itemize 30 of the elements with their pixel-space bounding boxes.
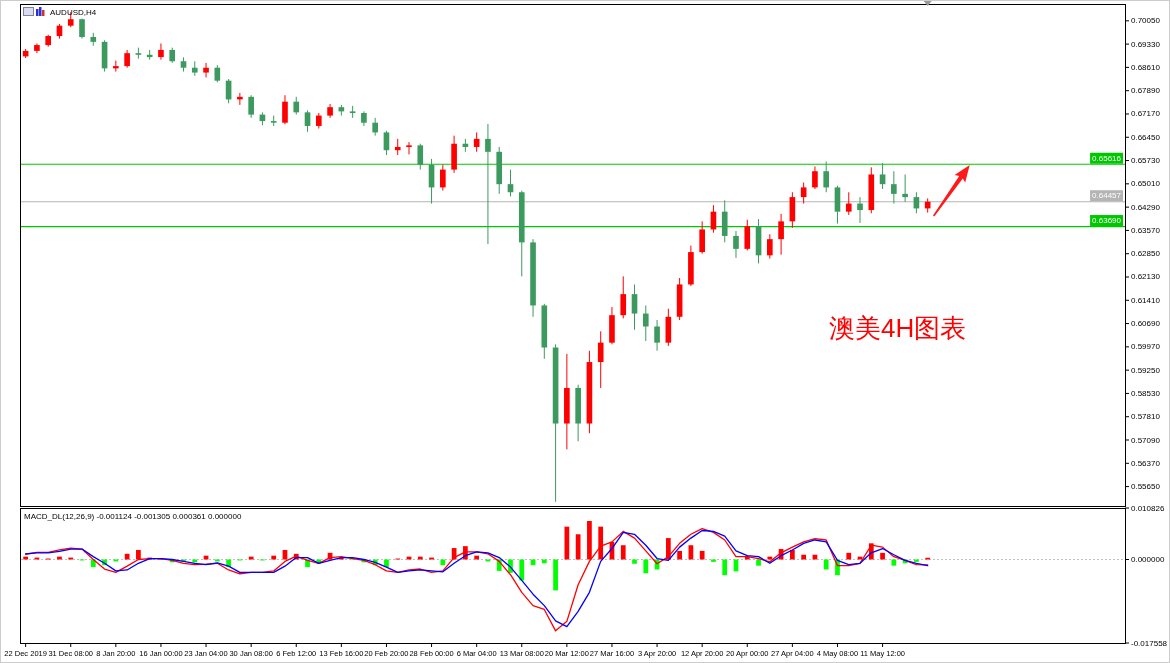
y-tick-label: 0.62130 [1131,272,1161,282]
y-tick-label: 0.66450 [1131,132,1161,142]
y-tick-label: 0.57810 [1131,412,1161,422]
annotation: 澳美4H图表 [829,312,967,343]
y-tick-label: 0.70050 [1131,16,1161,26]
y-tick-label: 0.69330 [1131,39,1161,49]
y-tick-label: 0.55650 [1131,482,1161,492]
y-tick-label: 0.68610 [1131,62,1161,72]
y-tick-label: 0.65730 [1131,156,1161,166]
y-tick-label: 0.000000 [1131,554,1165,564]
y-tick-label: 0.58530 [1131,388,1161,398]
y-tick-label: 0.67890 [1131,86,1161,96]
ref-line-label: 0.64457 [1092,191,1122,201]
y-tick-label: 0.65010 [1131,179,1161,189]
y-tick-label: 0.61410 [1131,295,1161,305]
y-tick-label: 0.67170 [1131,109,1161,119]
text: AUDUSD,H4 [50,8,97,17]
y-tick-label: 0.57090 [1131,435,1161,445]
y-tick-label: 0.59250 [1131,365,1161,375]
text: MACD_DL(12,26,9) -0.001124 -0.001305 0.000361 0.000000 [24,512,242,521]
ref-line-label: 0.65616 [1092,153,1122,163]
y-tick-label: 0.010826 [1131,503,1165,513]
y-tick-label: 0.60690 [1131,319,1161,329]
y-tick-label: 0.64290 [1131,202,1161,212]
ref-line-label: 0.63690 [1092,216,1122,226]
y-tick-label: -0.017558 [1131,638,1168,648]
y-tick-label: 0.63570 [1131,225,1161,235]
y-tick-label: 0.62850 [1131,249,1161,259]
y-tick-label: 0.56370 [1131,458,1161,468]
y-tick-label: 0.59970 [1131,342,1161,352]
